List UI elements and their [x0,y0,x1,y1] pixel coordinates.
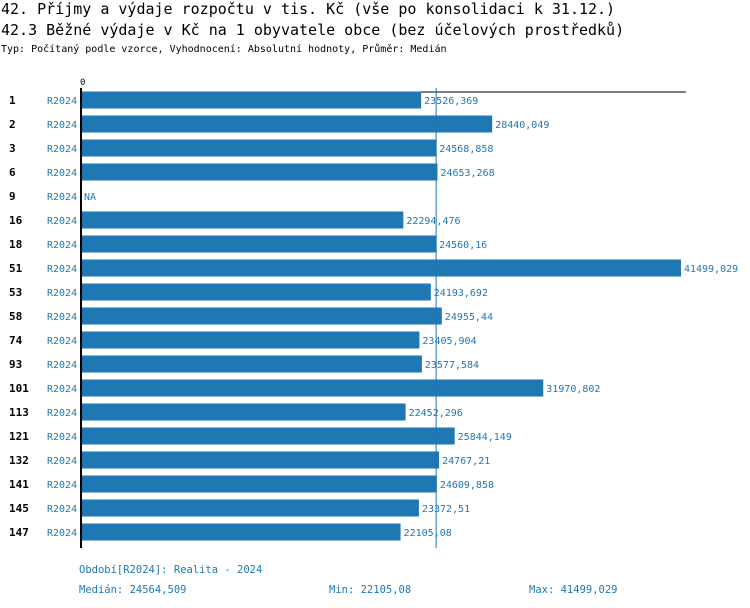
category-label: 145 [9,502,29,515]
value-label: 28440,049 [495,120,549,131]
chart-title: 42. Příjmy a výdaje rozpočtu v tis. Kč (… [1,0,616,18]
value-label: 25844,149 [458,432,512,443]
bar [81,211,404,229]
category-label: 2 [9,118,16,131]
category-label: 51 [9,262,23,275]
period-label: R2024 [47,456,77,467]
bar [81,523,401,541]
bar [81,403,406,421]
value-label: NA [84,192,96,203]
period-label: R2024 [47,528,77,539]
value-label: 23405,904 [422,336,476,347]
bar [81,331,420,349]
bar [81,475,437,493]
period-label: R2024 [47,96,77,107]
category-label: 121 [9,430,29,443]
bar [81,427,455,445]
value-label: 31970,802 [546,384,600,395]
period-label: R2024 [47,312,77,323]
bar [81,163,438,181]
category-label: 141 [9,478,29,491]
bar [81,283,431,301]
category-label: 113 [9,406,29,419]
period-label: R2024 [47,408,77,419]
value-label: 24193,692 [434,288,488,299]
period-label: R2024 [47,168,77,179]
value-label: 22105,08 [404,528,452,539]
bar [81,307,442,325]
value-label: 24955,44 [445,312,493,323]
footer-period: Období[R2024]: Realita - 2024 [79,564,263,576]
bar [81,91,422,109]
bar [81,451,440,469]
period-label: R2024 [47,240,77,251]
bar [81,499,419,517]
period-label: R2024 [47,384,77,395]
category-label: 16 [9,214,23,227]
footer-max: Max: 41499,029 [529,584,618,596]
category-label: 74 [9,334,23,347]
category-label: 53 [9,286,22,299]
period-label: R2024 [47,216,77,227]
period-label: R2024 [47,192,77,203]
value-label: 23577,584 [425,360,479,371]
category-label: 6 [9,166,16,179]
value-label: 24609,858 [440,480,494,491]
bar [81,139,437,157]
value-label: 24568,858 [439,144,493,155]
category-label: 1 [9,94,16,107]
value-label: 23372,51 [422,504,470,515]
chart-subtitle: 42.3 Běžné výdaje v Kč na 1 obyvatele ob… [1,21,625,39]
value-label: 24560,16 [439,240,487,251]
category-label: 18 [9,238,22,251]
bar [81,355,422,373]
category-label: 132 [9,454,29,467]
category-label: 147 [9,526,29,539]
period-label: R2024 [47,264,77,275]
bar [81,235,437,253]
period-label: R2024 [47,144,77,155]
category-label: 101 [9,382,29,395]
value-label: 24767,21 [442,456,490,467]
category-label: 58 [9,310,22,323]
category-label: 3 [9,142,16,155]
category-label: 9 [9,190,16,203]
value-label: 41499,029 [684,264,738,275]
period-label: R2024 [47,480,77,491]
footer-median: Medián: 24564,509 [79,584,187,596]
period-label: R2024 [47,504,77,515]
bar [81,379,544,397]
bar [81,259,681,277]
bar [81,115,493,133]
chart-info: Typ: Počítaný podle vzorce, Vyhodnocení:… [1,44,447,55]
axis-zero-label: 0 [80,78,85,88]
value-label: 23526,369 [424,96,478,107]
period-label: R2024 [47,360,77,371]
category-label: 93 [9,358,22,371]
value-label: 22294,476 [406,216,460,227]
period-label: R2024 [47,336,77,347]
period-label: R2024 [47,288,77,299]
value-label: 24653,268 [440,168,494,179]
period-label: R2024 [47,432,77,443]
period-label: R2024 [47,120,77,131]
footer-min: Min: 22105,08 [329,584,412,596]
